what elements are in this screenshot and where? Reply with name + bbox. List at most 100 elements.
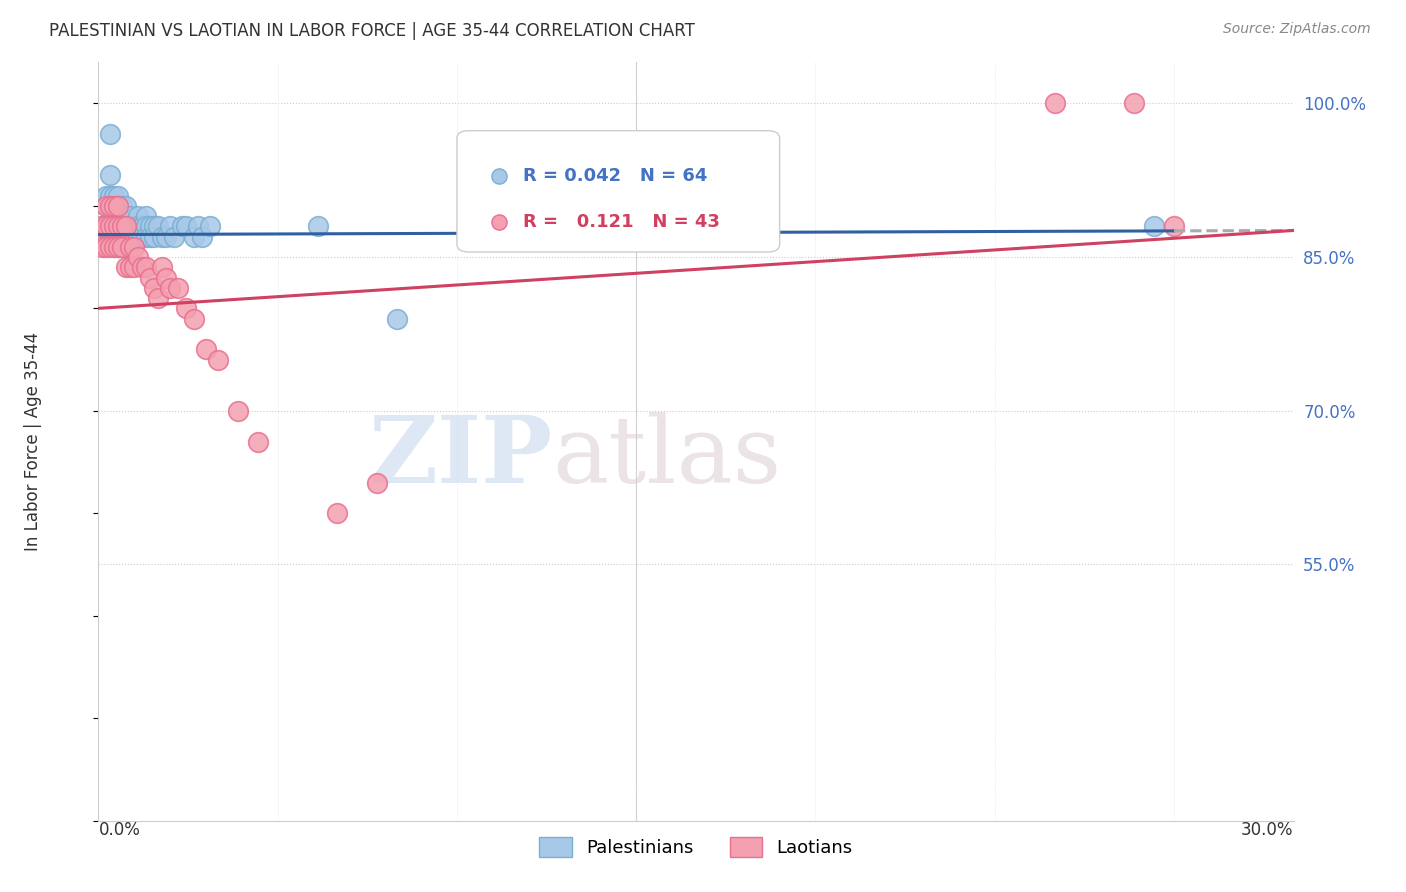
Point [135, 219, 157, 234]
Point [111, 229, 134, 244]
Point [366, 475, 388, 490]
Point [91, 219, 114, 234]
FancyBboxPatch shape [457, 130, 780, 252]
Point [98, 188, 122, 202]
Point [120, 240, 142, 254]
Point [96, 188, 118, 202]
Point [385, 311, 409, 326]
Point [195, 343, 218, 357]
Point [96, 219, 118, 234]
Point [191, 229, 214, 244]
Point [111, 240, 134, 254]
Point [246, 434, 269, 449]
Point [139, 219, 162, 234]
Point [115, 219, 138, 234]
Point [98, 168, 122, 182]
Point [155, 270, 177, 285]
Point [103, 199, 125, 213]
Point [172, 219, 194, 234]
Point [107, 209, 129, 223]
Point [91, 229, 114, 244]
Text: 30.0%: 30.0% [1241, 821, 1294, 838]
Point [120, 209, 142, 223]
Point [131, 229, 153, 244]
Point [98, 199, 122, 213]
Point [115, 209, 138, 223]
Text: PALESTINIAN VS LAOTIAN IN LABOR FORCE | AGE 35-44 CORRELATION CHART: PALESTINIAN VS LAOTIAN IN LABOR FORCE | … [49, 22, 695, 40]
Point [150, 229, 173, 244]
Point [183, 311, 205, 326]
Point [111, 199, 134, 213]
Point [124, 219, 146, 234]
Point [98, 219, 122, 234]
Point [135, 229, 157, 244]
Point [183, 229, 205, 244]
Point [326, 506, 349, 520]
Point [96, 240, 118, 254]
Point [98, 199, 122, 213]
Point [131, 219, 153, 234]
Legend: Palestinians, Laotians: Palestinians, Laotians [531, 830, 860, 864]
Point [155, 229, 177, 244]
Point [107, 188, 129, 202]
Point [127, 209, 149, 223]
Point [107, 199, 129, 213]
Point [1043, 96, 1066, 111]
Point [159, 281, 181, 295]
Point [91, 219, 114, 234]
Point [98, 229, 122, 244]
Point [167, 281, 190, 295]
Point [103, 240, 125, 254]
Point [96, 229, 118, 244]
Point [187, 219, 209, 234]
Point [226, 404, 249, 418]
Point [148, 291, 170, 305]
Text: R = 0.042   N = 64: R = 0.042 N = 64 [523, 167, 707, 186]
Text: R =   0.121   N = 43: R = 0.121 N = 43 [523, 212, 720, 231]
Point [124, 240, 146, 254]
Point [111, 219, 134, 234]
Point [103, 240, 125, 254]
Point [163, 229, 186, 244]
Point [124, 229, 146, 244]
Point [96, 199, 118, 213]
Point [103, 219, 125, 234]
Point [107, 219, 129, 234]
Point [135, 260, 157, 275]
Point [107, 240, 129, 254]
Point [98, 219, 122, 234]
Point [107, 219, 129, 234]
Text: In Labor Force | Age 35-44: In Labor Force | Age 35-44 [24, 332, 42, 551]
Point [207, 352, 229, 367]
Point [143, 281, 166, 295]
Point [131, 260, 153, 275]
Point [1163, 219, 1185, 234]
Point [115, 240, 138, 254]
Point [111, 209, 134, 223]
Point [127, 250, 149, 264]
Point [103, 229, 125, 244]
Point [665, 219, 688, 234]
Point [115, 199, 138, 213]
Point [159, 219, 181, 234]
Point [98, 127, 122, 141]
Point [148, 219, 170, 234]
Point [143, 229, 166, 244]
Point [307, 219, 329, 234]
Point [139, 229, 162, 244]
Point [103, 199, 125, 213]
Point [111, 219, 134, 234]
Point [150, 260, 173, 275]
Point [198, 219, 221, 234]
Point [120, 229, 142, 244]
Point [103, 219, 125, 234]
Point [91, 240, 114, 254]
Point [107, 240, 129, 254]
Point [174, 301, 197, 316]
Point [1143, 219, 1166, 234]
Text: ZIP: ZIP [368, 412, 553, 501]
Point [103, 188, 125, 202]
Point [120, 219, 142, 234]
Point [1123, 96, 1146, 111]
Point [143, 219, 166, 234]
